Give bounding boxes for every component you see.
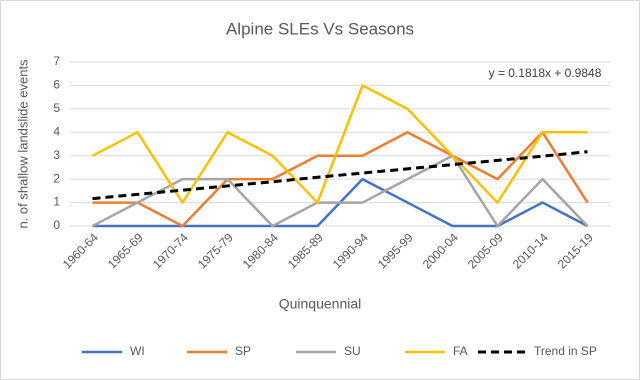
y-tick-label: 3 — [53, 148, 60, 162]
y-tick-label: 1 — [53, 195, 60, 209]
legend-label: SU — [344, 344, 361, 358]
legend-label: FA — [453, 344, 468, 358]
trend-equation: y = 0.1818x + 0.9848 — [489, 66, 602, 80]
series-line — [91, 154, 589, 228]
y-axis-title: n. of shallow landslide events — [15, 59, 30, 229]
trend-line — [92, 150, 588, 201]
x-axis-title: Quinquennial — [279, 296, 362, 312]
y-tick-label: 5 — [53, 101, 60, 115]
y-tick-label: 0 — [53, 218, 60, 232]
y-tick-label: 7 — [53, 54, 60, 68]
y-tick-label: 4 — [53, 124, 60, 138]
chart-title: Alpine SLEs Vs Seasons — [226, 19, 414, 38]
y-tick-label: 6 — [53, 78, 60, 92]
legend-label: SP — [235, 344, 251, 358]
legend-label: WI — [130, 344, 145, 358]
y-tick-label: 2 — [53, 171, 60, 185]
legend-label: Trend in SP — [534, 344, 597, 358]
series-line — [92, 131, 589, 228]
